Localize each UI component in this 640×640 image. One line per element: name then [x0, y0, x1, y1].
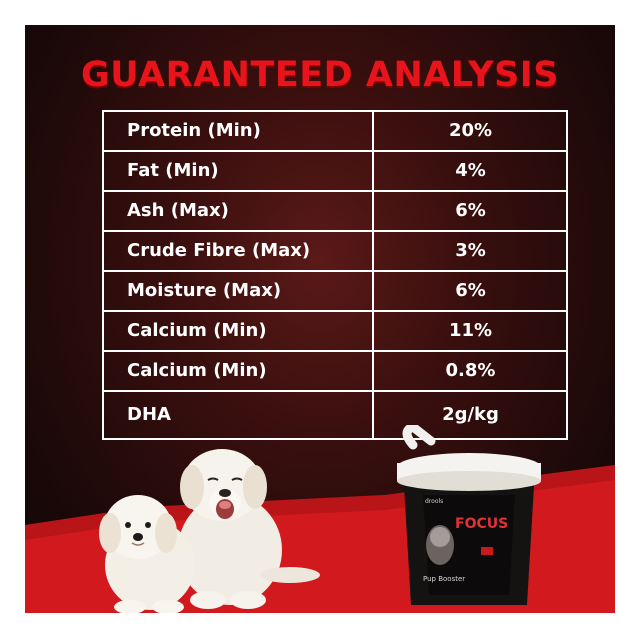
- analysis-table: Protein (Min) 20% Fat (Min) 4% Ash (Max)…: [102, 110, 568, 440]
- column-divider: [372, 112, 374, 438]
- nutrient-value: 6%: [455, 200, 486, 221]
- nutrient-value: 6%: [455, 280, 486, 301]
- table-row: Protein (Min) 20%: [104, 112, 566, 152]
- table-row: Ash (Max) 6%: [104, 192, 566, 232]
- nutrient-name: Protein (Min): [127, 120, 261, 141]
- nutrient-name: Calcium (Min): [127, 360, 267, 381]
- brand-label: drools: [425, 498, 443, 505]
- page-title: GUARANTEED ANALYSIS: [80, 55, 560, 95]
- tub-handle: [402, 425, 436, 450]
- product-tub: drools FOCUS Pup Booster: [397, 425, 541, 605]
- sitting-puppy: [99, 495, 195, 613]
- table-row: Fat (Min) 4%: [104, 152, 566, 192]
- yawning-puppy: [178, 449, 320, 609]
- nutrient-value: 2g/kg: [442, 404, 499, 425]
- nutrient-name: Fat (Min): [127, 160, 219, 181]
- table-row: Calcium (Min) 0.8%: [104, 352, 566, 392]
- nutrient-name: Moisture (Max): [127, 280, 282, 301]
- puppies-image: [99, 449, 320, 613]
- nutrient-name: Ash (Max): [127, 200, 229, 221]
- table-row: Crude Fibre (Max) 3%: [104, 232, 566, 272]
- product-sub-label: Pup Booster: [423, 575, 465, 583]
- nutrient-value: 11%: [448, 320, 493, 341]
- nutrient-value: 3%: [455, 240, 486, 261]
- product-name-label: FOCUS: [455, 516, 508, 532]
- nutrient-name: Crude Fibre (Max): [127, 240, 311, 261]
- analysis-panel: GUARANTEED ANALYSIS Protein (Min) 20% Fa…: [25, 25, 615, 613]
- nutrient-value: 4%: [455, 160, 486, 181]
- table-row: DHA 2g/kg: [104, 392, 566, 438]
- table-row: Calcium (Min) 11%: [104, 312, 566, 352]
- nutrient-name: DHA: [127, 404, 171, 425]
- nutrient-value: 0.8%: [445, 360, 496, 381]
- nutrient-value: 20%: [448, 120, 493, 141]
- nutrient-name: Calcium (Min): [127, 320, 267, 341]
- table-row: Moisture (Max) 6%: [104, 272, 566, 312]
